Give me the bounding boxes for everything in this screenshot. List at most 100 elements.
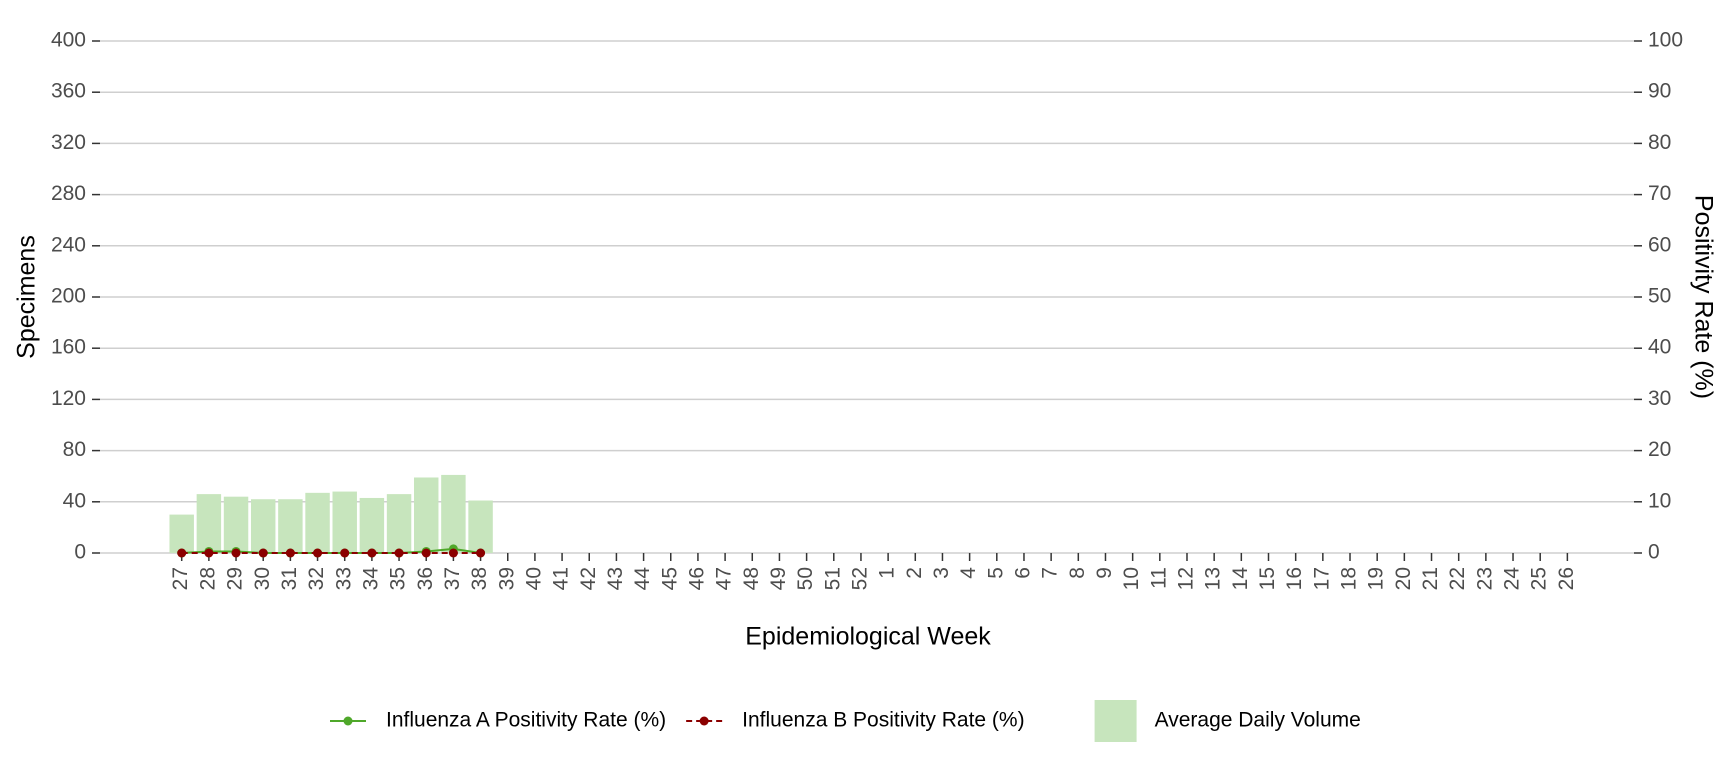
x-tick-label: 32 — [305, 567, 328, 590]
y-tick-label: 200 — [51, 285, 86, 308]
x-tick-label: 45 — [658, 567, 681, 590]
bar — [441, 474, 466, 553]
x-tick-label: 2 — [903, 567, 926, 579]
x-tick-label: 31 — [278, 567, 301, 590]
x-tick-label: 33 — [332, 567, 355, 590]
legend-point — [699, 716, 709, 726]
y2-tick-label: 70 — [1648, 182, 1671, 205]
y-tick-label: 240 — [51, 233, 86, 256]
x-tick-label: 52 — [848, 567, 871, 590]
bar — [414, 477, 439, 553]
x-axis-title: Epidemiological Week — [745, 623, 991, 651]
x-tick-label: 49 — [767, 567, 790, 590]
bar — [468, 500, 493, 553]
y-tick-label: 40 — [63, 489, 86, 512]
y2-tick-label: 40 — [1648, 336, 1671, 359]
x-tick-label: 40 — [522, 567, 545, 590]
legend-label: Influenza B Positivity Rate (%) — [742, 709, 1024, 732]
y-tick-label: 160 — [51, 336, 86, 359]
x-tick-label: 10 — [1120, 567, 1143, 590]
point — [367, 548, 377, 558]
legend-point — [343, 716, 353, 726]
bar — [223, 496, 249, 553]
x-tick-label: 30 — [251, 567, 274, 590]
point — [177, 548, 187, 558]
point — [231, 548, 241, 558]
y2-tick-label: 10 — [1648, 489, 1671, 512]
point — [421, 548, 431, 558]
bar — [386, 494, 412, 553]
y-tick-label: 120 — [51, 387, 86, 410]
y2-tick-label: 30 — [1648, 387, 1671, 410]
y2-tick-label: 80 — [1648, 131, 1671, 154]
x-tick-label: 23 — [1473, 567, 1496, 590]
x-tick-label: 43 — [604, 567, 627, 590]
y-tick-label: 320 — [51, 131, 86, 154]
bar — [278, 499, 303, 553]
x-tick-label: 13 — [1202, 567, 1225, 590]
x-tick-label: 44 — [631, 567, 654, 591]
x-tick-label: 48 — [740, 567, 763, 590]
legend-label: Influenza A Positivity Rate (%) — [386, 709, 666, 732]
y2-axis-title: Positivity Rate (%) — [1689, 195, 1717, 399]
x-tick-label: 28 — [196, 567, 219, 590]
legend-swatch — [1094, 700, 1137, 742]
x-tick-label: 46 — [685, 567, 708, 590]
point — [340, 548, 350, 558]
x-tick-label: 19 — [1365, 567, 1388, 590]
y2-tick-label: 0 — [1648, 541, 1660, 564]
y2-tick-label: 90 — [1648, 80, 1671, 103]
y-tick-label: 360 — [51, 80, 86, 103]
point — [476, 548, 486, 558]
y-tick-label: 0 — [74, 541, 86, 564]
bar — [305, 492, 330, 553]
point — [448, 548, 458, 558]
y2-tick-label: 60 — [1648, 233, 1671, 256]
x-tick-label: 21 — [1419, 567, 1442, 590]
x-tick-label: 42 — [577, 567, 600, 590]
y-tick-label: 80 — [63, 438, 86, 461]
y2-tick-label: 50 — [1648, 285, 1671, 308]
x-tick-label: 4 — [957, 567, 980, 579]
x-tick-label: 8 — [1066, 567, 1089, 579]
bar — [359, 497, 385, 553]
x-tick-label: 36 — [414, 567, 437, 590]
bar — [250, 499, 276, 553]
x-tick-label: 37 — [441, 567, 464, 590]
x-tick-label: 24 — [1501, 567, 1524, 591]
x-tick-label: 17 — [1310, 567, 1333, 590]
y-tick-label: 400 — [51, 29, 86, 52]
x-tick-label: 41 — [550, 567, 573, 590]
x-tick-label: 12 — [1175, 567, 1198, 590]
x-tick-label: 16 — [1283, 567, 1306, 590]
bar — [196, 494, 222, 553]
y2-tick-label: 20 — [1648, 438, 1671, 461]
bar — [169, 514, 194, 553]
x-tick-label: 1 — [876, 567, 899, 579]
x-tick-label: 26 — [1555, 567, 1578, 590]
x-tick-label: 6 — [1012, 567, 1035, 579]
point — [258, 548, 268, 558]
x-tick-label: 15 — [1256, 567, 1279, 590]
point — [285, 548, 295, 558]
x-tick-label: 3 — [930, 567, 953, 579]
x-tick-label: 18 — [1338, 567, 1361, 590]
x-tick-label: 7 — [1039, 567, 1062, 579]
y-tick-label: 280 — [51, 182, 86, 205]
legend-label: Average Daily Volume — [1155, 709, 1361, 732]
line — [181, 547, 481, 554]
x-tick-label: 34 — [359, 567, 382, 591]
x-tick-label: 38 — [468, 567, 491, 590]
bar — [332, 491, 357, 553]
x-tick-label: 35 — [387, 567, 410, 590]
x-tick-label: 14 — [1229, 567, 1252, 591]
x-tick-label: 47 — [713, 567, 736, 590]
x-tick-label: 5 — [984, 567, 1007, 579]
x-tick-label: 20 — [1392, 567, 1415, 590]
x-tick-label: 51 — [821, 567, 844, 590]
x-tick-label: 27 — [169, 567, 192, 590]
y2-tick-label: 100 — [1648, 29, 1683, 52]
point — [204, 548, 214, 558]
x-tick-label: 50 — [794, 567, 817, 590]
